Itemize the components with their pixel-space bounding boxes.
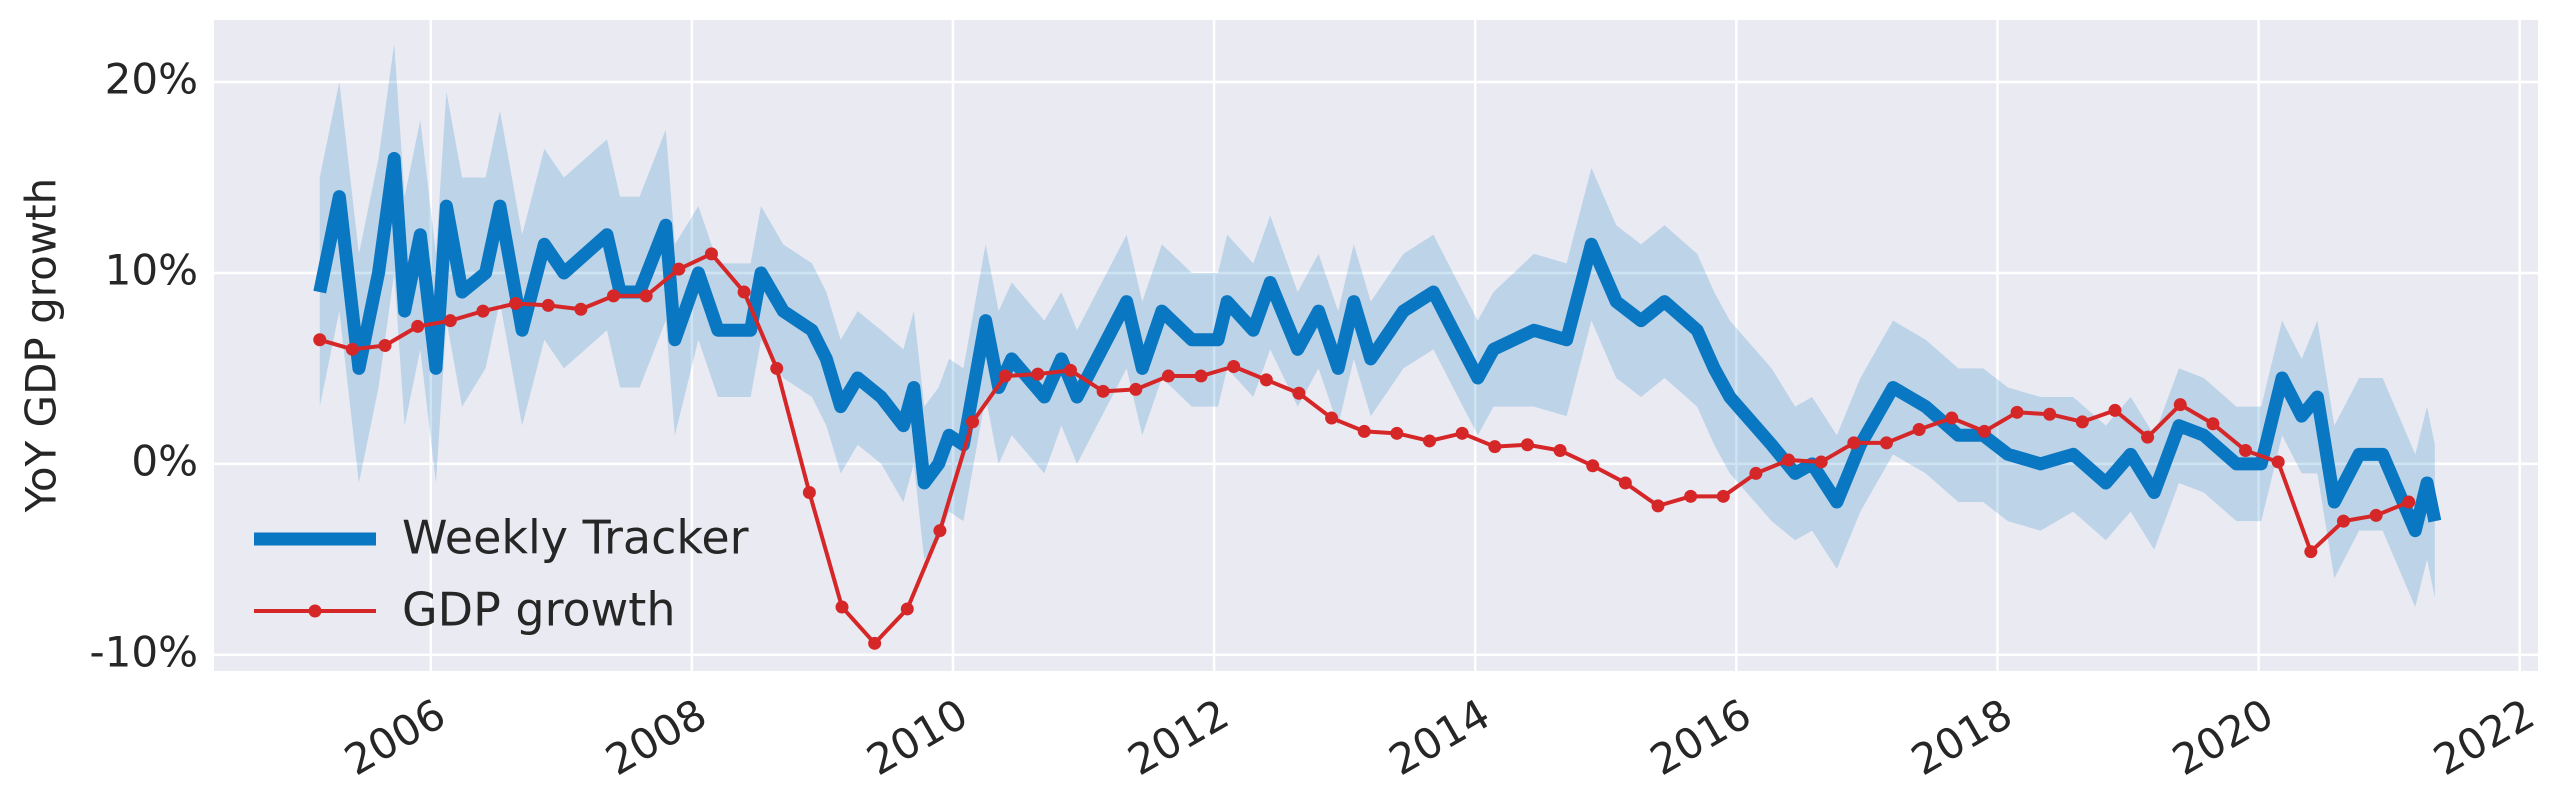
point-marker [378, 339, 392, 352]
point-marker [509, 297, 523, 310]
point-marker [1749, 466, 1763, 480]
point-marker [411, 319, 425, 333]
point-marker [1847, 436, 1861, 450]
point-marker [1977, 424, 1991, 438]
point-marker [900, 602, 914, 616]
point-marker [2141, 430, 2155, 444]
y-tick-label: 10% [105, 245, 198, 294]
point-marker [672, 262, 686, 276]
point-marker [2336, 514, 2350, 528]
x-tick-label: 2016 [1642, 689, 1759, 785]
legend-label: Weekly Tracker [402, 511, 749, 565]
y-axis-label: YoY GDP growth [17, 178, 66, 513]
point-marker [1618, 476, 1632, 490]
point-marker [345, 342, 359, 356]
point-marker [1194, 369, 1208, 383]
point-marker [2206, 417, 2220, 431]
point-marker [1063, 363, 1077, 377]
point-marker [770, 361, 784, 375]
point-marker [2010, 405, 2024, 419]
point-marker [2075, 415, 2089, 429]
point-marker [607, 289, 621, 303]
point-marker [1455, 426, 1469, 440]
point-marker [737, 285, 751, 299]
point-marker [2402, 495, 2416, 509]
point-marker [1586, 459, 1600, 473]
point-marker [443, 314, 457, 328]
point-marker [1292, 386, 1306, 400]
x-tick-label: 2008 [598, 689, 715, 785]
point-marker [1684, 489, 1698, 503]
point-marker [802, 486, 816, 499]
point-marker [313, 333, 327, 347]
point-marker [1357, 424, 1371, 438]
x-tick-label: 2020 [2164, 689, 2281, 785]
point-marker [2108, 403, 2122, 417]
point-marker [1259, 373, 1273, 387]
legend-marker [308, 604, 322, 618]
point-marker [1651, 499, 1665, 513]
point-marker [2304, 545, 2318, 559]
point-marker [1227, 360, 1241, 373]
point-marker [639, 289, 653, 303]
x-tick-label: 2006 [336, 689, 453, 785]
x-tick-label: 2012 [1120, 689, 1237, 785]
point-marker [1129, 382, 1143, 396]
point-marker [1945, 411, 1959, 425]
point-marker [1912, 423, 1926, 436]
point-marker [2043, 407, 2057, 421]
x-tick-label: 2010 [859, 689, 976, 785]
point-marker [1161, 369, 1175, 383]
point-marker [1814, 455, 1828, 469]
point-marker [1782, 453, 1796, 467]
point-marker [1031, 367, 1045, 381]
point-marker [1879, 436, 1893, 450]
point-marker [1716, 489, 1730, 503]
point-marker [704, 247, 718, 261]
point-marker [574, 302, 588, 316]
point-marker [966, 415, 980, 429]
point-marker [998, 369, 1012, 383]
point-marker [868, 636, 882, 650]
y-tick-label: -10% [89, 627, 198, 676]
point-marker [1520, 438, 1534, 452]
confidence-band [319, 43, 2435, 608]
point-marker [933, 524, 947, 538]
point-marker [476, 304, 490, 318]
point-marker [1553, 444, 1567, 457]
point-marker [2369, 508, 2383, 522]
point-marker [835, 600, 849, 614]
y-tick-label: 20% [105, 55, 198, 104]
point-marker [1423, 434, 1437, 448]
plot-area [313, 43, 2442, 650]
point-marker [1390, 426, 1404, 440]
point-marker [541, 298, 555, 312]
series-line [313, 151, 2442, 538]
point-marker [2271, 455, 2285, 469]
x-tick-label: 2022 [2425, 689, 2542, 785]
point-marker [1488, 440, 1502, 454]
point-marker [2173, 398, 2187, 412]
legend-label: GDP growth [402, 583, 675, 637]
x-tick-label: 2018 [1903, 689, 2020, 785]
point-marker [2239, 444, 2253, 457]
point-marker [1325, 411, 1339, 425]
y-tick-label: 0% [131, 436, 198, 485]
point-marker [1096, 384, 1110, 398]
x-tick-label: 2014 [1381, 689, 1498, 785]
